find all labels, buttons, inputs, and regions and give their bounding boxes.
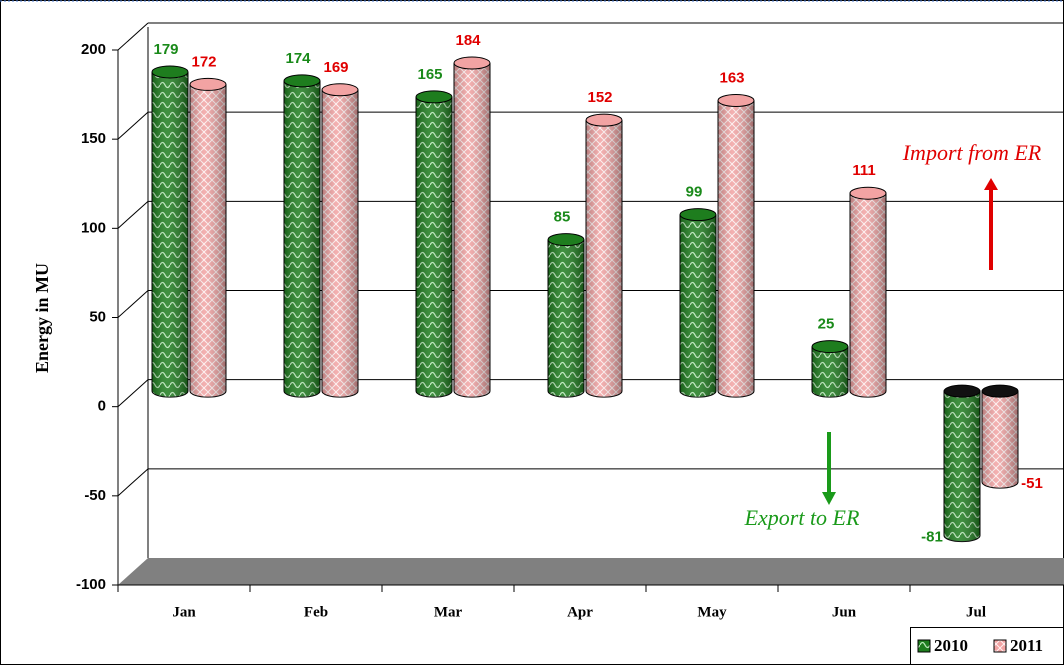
- value-label: 184: [455, 32, 481, 49]
- value-label: 25: [818, 316, 835, 333]
- grid-diag: [117, 379, 149, 408]
- bar: [415, 90, 453, 398]
- arrow-head: [822, 492, 836, 505]
- value-label: 179: [153, 41, 178, 58]
- bar-shade: [190, 84, 226, 398]
- bar-top: [585, 113, 623, 127]
- annotation: Import from ER: [902, 140, 1042, 165]
- bar-shade: [982, 391, 1018, 489]
- bar: [811, 340, 849, 398]
- bar: [151, 65, 189, 398]
- annotation: Export to ER: [744, 505, 860, 530]
- bar-shade: [718, 100, 754, 398]
- bar: [849, 186, 887, 398]
- bar: [679, 208, 717, 398]
- value-label: 99: [686, 184, 703, 201]
- grid-diag: [117, 22, 149, 51]
- value-label: 85: [554, 209, 571, 226]
- value-label: 111: [852, 162, 875, 179]
- x-tick-label: Mar: [434, 604, 463, 620]
- value-label: 174: [285, 50, 311, 67]
- bar-top: [943, 384, 981, 398]
- bar: [585, 113, 623, 398]
- value-label: 169: [323, 59, 348, 76]
- bar: [981, 384, 1019, 489]
- legend: 2010 2011: [910, 627, 1064, 665]
- bar-top: [321, 83, 359, 97]
- x-tick-label: Feb: [304, 604, 328, 620]
- grid-diag: [117, 468, 149, 497]
- y-axis-title: Energy in MU: [32, 263, 52, 373]
- x-tick-label: Jun: [832, 604, 857, 620]
- bar-top: [151, 65, 189, 79]
- y-tick-label: 100: [81, 219, 106, 236]
- floor: [118, 558, 1064, 585]
- grid-diag: [117, 290, 149, 318]
- value-label: -51: [1021, 475, 1043, 492]
- bar: [189, 77, 227, 398]
- y-tick-label: 150: [81, 130, 106, 147]
- bar-shade: [322, 89, 358, 398]
- y-tick-label: -100: [76, 576, 106, 593]
- value-label: 152: [587, 89, 612, 106]
- grid-diag: [117, 200, 149, 229]
- bar-top: [717, 93, 755, 107]
- bar-shade: [812, 346, 848, 398]
- bar: [283, 74, 321, 398]
- y-tick-label: 0: [98, 398, 106, 415]
- bar-top: [679, 208, 717, 222]
- bar: [321, 83, 359, 398]
- bar-top: [415, 90, 453, 104]
- legend-swatch: [993, 639, 1007, 653]
- bar-top: [547, 233, 585, 247]
- bar-shade: [586, 120, 622, 398]
- bar: [943, 384, 981, 543]
- bar-shade: [850, 193, 886, 398]
- value-label: 163: [719, 69, 744, 86]
- arrow-head: [984, 178, 998, 190]
- value-label: 172: [191, 53, 216, 70]
- bar-top: [849, 186, 887, 200]
- legend-swatch: [917, 639, 931, 653]
- bar-top: [283, 74, 321, 88]
- bar: [453, 56, 491, 398]
- legend-label: 2010: [934, 636, 968, 655]
- bar-top: [453, 56, 491, 70]
- x-tick-label: Jan: [172, 604, 196, 620]
- bar-shade: [416, 96, 452, 398]
- bar-shade: [944, 391, 980, 542]
- bar-shade: [680, 214, 716, 398]
- bar-shade: [152, 71, 188, 398]
- value-label: -81: [921, 529, 943, 546]
- bar-top: [189, 77, 227, 91]
- y-tick-label: -50: [84, 487, 106, 504]
- bar-shade: [454, 63, 490, 398]
- bar-top: [981, 384, 1019, 398]
- legend-box: [910, 627, 1064, 665]
- bar: [717, 93, 755, 398]
- y-tick-label: 50: [89, 308, 106, 325]
- bar-shade: [548, 239, 584, 398]
- x-tick-label: Jul: [966, 604, 986, 620]
- legend-label: 2011: [1010, 636, 1043, 655]
- bar: [547, 233, 585, 398]
- value-label: 165: [417, 66, 442, 83]
- y-tick-label: 200: [81, 41, 106, 58]
- x-tick-label: May: [697, 604, 727, 620]
- bar-shade: [284, 80, 320, 398]
- grid-diag: [117, 111, 149, 140]
- bar-top: [811, 340, 849, 354]
- x-tick-label: Apr: [567, 604, 593, 620]
